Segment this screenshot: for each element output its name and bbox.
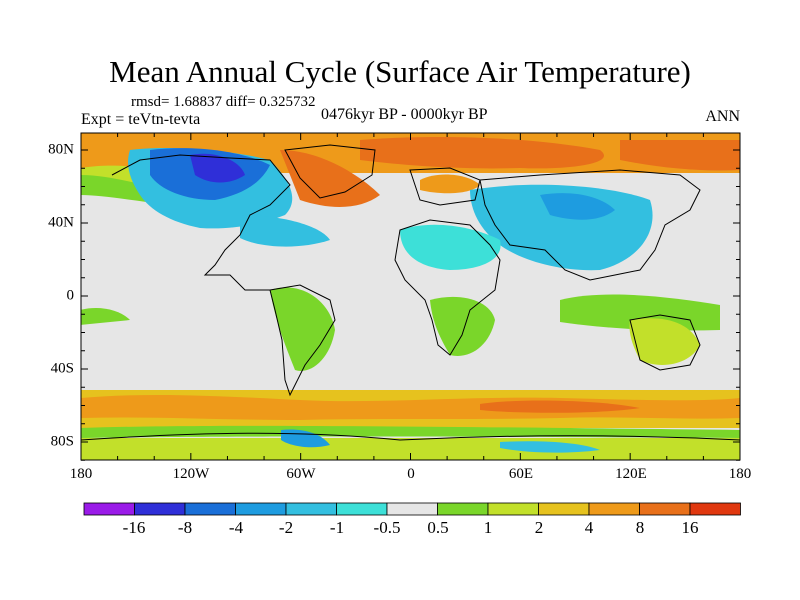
southern-ocean-orange-band	[81, 394, 740, 420]
coastlines	[81, 144, 740, 441]
antarctica-coastline	[81, 432, 740, 441]
siberia-red-patch	[360, 137, 604, 169]
colorbar-swatch	[386, 502, 438, 516]
map-title: Mean Annual Cycle (Surface Air Temperatu…	[109, 54, 691, 89]
colorbar-swatch	[538, 502, 590, 516]
colorbar-label-1: 1	[483, 518, 493, 537]
colorbar-label-05: 0.5	[427, 518, 449, 537]
lat-label-80s: 80S	[50, 433, 74, 450]
south-america-green-patch	[270, 287, 335, 371]
pacific-green-patch	[81, 308, 130, 325]
colorbar-swatch	[134, 502, 186, 516]
north-america-coastline	[111, 154, 291, 291]
lon-label-180w: 180	[69, 466, 93, 482]
colorbar-label-8: 8	[635, 518, 645, 537]
rmsd-diff-stats: rmsd= 1.68837 diff= 0.325732	[131, 94, 316, 110]
lat-label-80n: 80N	[48, 141, 74, 158]
scandinavia-orange-patch	[420, 174, 480, 194]
lon-label-60e: 60E	[508, 466, 534, 482]
southern-ocean-red-patch	[480, 400, 640, 413]
lat-label-40n: 40N	[48, 214, 74, 231]
east-siberia-red-patch	[620, 140, 740, 171]
colorbar-label-neg4: -4	[228, 518, 244, 537]
colorbar-label-16: 16	[681, 518, 699, 537]
colorbar-label-neg16: -16	[122, 518, 146, 537]
asia-coastline	[479, 169, 701, 281]
east-antarctica-cool-patch	[500, 441, 600, 453]
europe-coastline	[409, 167, 481, 206]
axis-ticks	[80, 133, 741, 461]
colorbar-swatch	[285, 502, 337, 516]
colorbar-swatch	[437, 502, 489, 516]
lon-label-120e: 120E	[615, 466, 647, 482]
period-label: 0476kyr BP - 0000kyr BP	[321, 106, 488, 123]
colorbar-swatch	[588, 502, 640, 516]
lon-label-120w: 120W	[172, 466, 210, 482]
greenland-coastline	[284, 144, 376, 199]
colorbar-swatch	[235, 502, 287, 516]
lon-label-180e: 180	[728, 466, 752, 482]
lon-label-60w: 60W	[286, 466, 316, 482]
colorbar-swatch	[487, 502, 539, 516]
lon-label-0: 0	[407, 466, 415, 482]
antarctica-yellow-strip	[81, 438, 740, 460]
colorbar	[83, 502, 741, 516]
indo-pacific-green-patch	[560, 294, 720, 331]
lat-label-40s: 40S	[50, 360, 74, 377]
lat-label-0: 0	[66, 287, 75, 304]
experiment-label: Expt = teVtn-tevta	[81, 111, 201, 128]
colorbar-label-4: 4	[584, 518, 594, 537]
colorbar-swatch	[83, 502, 135, 516]
atlantic-cool-patch	[240, 215, 330, 247]
africa-coastline	[394, 219, 501, 356]
colorbar-label-neg8: -8	[177, 518, 193, 537]
greenland-red-patch	[280, 150, 380, 207]
season-label: ANN	[705, 108, 740, 125]
central-asia-blue-patch	[540, 193, 615, 220]
colorbar-label-2: 2	[534, 518, 544, 537]
colorbar-swatch	[336, 502, 388, 516]
colorbar-swatch	[184, 502, 236, 516]
colorbar-swatch	[689, 502, 741, 516]
hudson-darkblue-patch	[190, 153, 245, 183]
north-africa-cyan-patch	[400, 224, 501, 270]
colorbar-label-neg05: -0.5	[373, 518, 401, 537]
australia-yellow-patch	[629, 318, 700, 365]
colorbar-label-neg1: -1	[329, 518, 345, 537]
colorbar-label-neg2: -2	[278, 518, 294, 537]
temperature-field	[81, 133, 740, 460]
antarctic-margin-green-band	[81, 425, 740, 438]
colorbar-swatch	[639, 502, 691, 516]
australia-coastline	[629, 314, 701, 371]
africa-green-patch	[430, 296, 495, 356]
south-america-coastline	[269, 284, 336, 397]
